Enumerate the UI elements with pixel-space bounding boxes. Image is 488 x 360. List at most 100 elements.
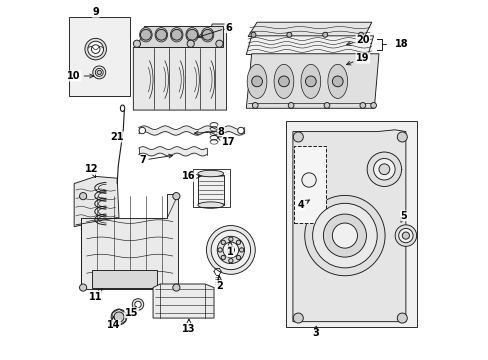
Polygon shape [153, 284, 214, 318]
Circle shape [80, 193, 86, 200]
Circle shape [111, 309, 126, 325]
Bar [198, 175, 223, 205]
Circle shape [217, 236, 244, 264]
Circle shape [227, 246, 234, 253]
Text: 17: 17 [217, 137, 235, 147]
Text: 12: 12 [85, 164, 99, 177]
Circle shape [332, 76, 343, 87]
Circle shape [236, 240, 240, 244]
Polygon shape [92, 270, 156, 288]
Polygon shape [81, 194, 178, 289]
Text: 3: 3 [312, 326, 319, 338]
Text: 2: 2 [216, 276, 223, 291]
Ellipse shape [139, 28, 152, 42]
Circle shape [396, 313, 407, 323]
Circle shape [228, 237, 233, 241]
Text: 4: 4 [297, 200, 309, 210]
Text: 13: 13 [182, 319, 195, 334]
Circle shape [324, 103, 329, 108]
Circle shape [394, 225, 416, 246]
Circle shape [88, 41, 103, 57]
Text: 20: 20 [346, 35, 369, 45]
Circle shape [359, 103, 365, 108]
Circle shape [223, 242, 238, 258]
Ellipse shape [198, 170, 223, 177]
Circle shape [251, 76, 262, 87]
Circle shape [132, 299, 143, 310]
Circle shape [287, 103, 293, 108]
Circle shape [239, 248, 244, 252]
Circle shape [133, 40, 140, 47]
Text: 6: 6 [198, 23, 231, 38]
Circle shape [97, 70, 101, 75]
Circle shape [172, 284, 180, 291]
Polygon shape [292, 130, 405, 321]
Circle shape [221, 255, 225, 260]
Circle shape [358, 32, 363, 37]
Circle shape [293, 132, 303, 142]
Circle shape [366, 152, 401, 186]
Ellipse shape [327, 64, 347, 98]
Polygon shape [246, 36, 373, 54]
Circle shape [202, 30, 212, 40]
Bar [192, 169, 230, 207]
Circle shape [370, 103, 376, 108]
Circle shape [252, 103, 258, 108]
Circle shape [250, 32, 255, 37]
Text: 16: 16 [182, 171, 200, 181]
Polygon shape [137, 26, 223, 47]
Text: 11: 11 [89, 288, 102, 302]
Circle shape [140, 30, 151, 40]
Text: 14: 14 [107, 316, 120, 330]
Text: 5: 5 [400, 211, 407, 222]
Text: 21: 21 [110, 132, 123, 142]
Circle shape [206, 226, 255, 274]
Ellipse shape [301, 64, 320, 98]
Text: 19: 19 [346, 53, 369, 65]
Circle shape [396, 132, 407, 142]
Circle shape [187, 40, 194, 47]
Polygon shape [133, 24, 226, 110]
Circle shape [85, 39, 106, 60]
Circle shape [80, 284, 86, 291]
Circle shape [322, 32, 327, 37]
Circle shape [304, 195, 384, 276]
Circle shape [305, 76, 316, 87]
Circle shape [171, 30, 182, 40]
Circle shape [95, 68, 103, 76]
Circle shape [278, 76, 289, 87]
Circle shape [402, 232, 408, 239]
Ellipse shape [155, 28, 167, 42]
Circle shape [218, 248, 222, 252]
Circle shape [114, 312, 124, 322]
Text: 15: 15 [124, 307, 138, 318]
Polygon shape [246, 54, 378, 108]
Circle shape [156, 30, 166, 40]
Text: 10: 10 [67, 71, 94, 81]
Circle shape [139, 127, 145, 134]
Circle shape [293, 313, 303, 323]
Text: 7: 7 [139, 154, 172, 165]
Text: 18: 18 [394, 40, 408, 49]
Polygon shape [247, 22, 371, 37]
Circle shape [312, 203, 376, 268]
Polygon shape [74, 176, 119, 226]
Text: 8: 8 [194, 127, 224, 136]
Ellipse shape [274, 64, 293, 98]
Ellipse shape [247, 64, 266, 98]
Bar [285, 121, 416, 327]
Ellipse shape [198, 202, 223, 208]
Ellipse shape [170, 28, 183, 42]
Bar [69, 17, 129, 96]
Circle shape [172, 193, 180, 200]
Circle shape [215, 40, 223, 47]
Circle shape [211, 230, 250, 270]
Circle shape [93, 66, 105, 79]
Circle shape [323, 214, 366, 257]
Ellipse shape [201, 28, 213, 42]
Circle shape [135, 301, 141, 308]
Circle shape [297, 168, 320, 192]
Circle shape [91, 45, 100, 53]
Circle shape [332, 223, 357, 248]
Circle shape [373, 158, 394, 180]
